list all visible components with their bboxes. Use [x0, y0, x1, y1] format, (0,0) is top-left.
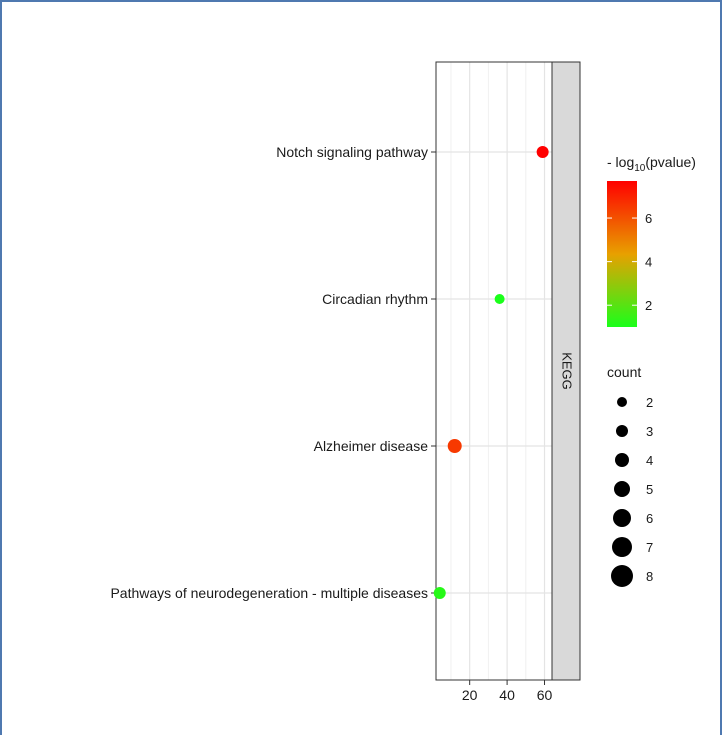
data-point [536, 146, 549, 158]
size-legend-label: 5 [646, 482, 653, 497]
size-legend-dot [616, 425, 628, 437]
y-axis-labels: Notch signaling pathway Circadian rhythm A… [110, 144, 436, 601]
size-legend-dot [614, 481, 630, 497]
size-legend-dot [611, 565, 633, 587]
size-legend-dot [615, 453, 629, 467]
x-axis: 20 40 60 [462, 680, 553, 703]
y-tick-label: Notch signaling pathway [276, 144, 428, 160]
size-legend-dot [613, 509, 631, 527]
data-points [433, 146, 549, 599]
facet-strip: KEGG [551, 61, 581, 681]
facet-strip-background [551, 61, 581, 681]
plot-panel [435, 61, 553, 681]
size-legend-dot [612, 537, 632, 557]
color-legend-tick-label: 4 [645, 255, 652, 270]
color-legend-tick-label: 2 [645, 298, 652, 313]
y-tick-label: Pathways of neurodegeneration - multiple… [110, 585, 428, 601]
size-legend-label: 4 [646, 453, 653, 468]
size-legend-label: 8 [646, 569, 653, 584]
color-legend-title: - log10(pvalue) [607, 154, 696, 174]
y-tick-label: Alzheimer disease [314, 438, 429, 454]
size-legend-label: 2 [646, 395, 653, 410]
data-point [433, 587, 446, 599]
x-tick-label: 60 [537, 687, 553, 703]
panel-background [436, 62, 552, 680]
color-legend-tick-label: 6 [645, 211, 652, 226]
size-legend-label: 7 [646, 540, 653, 555]
facet-strip-label: KEGG [560, 352, 575, 390]
y-tick-label: Circadian rhythm [322, 291, 428, 307]
size-legend-title: count [607, 364, 641, 380]
x-tick-label: 40 [499, 687, 515, 703]
color-bar [607, 181, 637, 327]
x-tick-label: 20 [462, 687, 478, 703]
size-legend-dot [617, 397, 627, 407]
size-legend-label: 3 [646, 424, 653, 439]
data-point [447, 439, 462, 453]
color-legend: - log10(pvalue) 2 4 6 [607, 154, 696, 327]
size-legend: count 2 3 4 5 6 7 8 [607, 364, 653, 587]
size-legend-label: 6 [646, 511, 653, 526]
data-point [494, 294, 505, 304]
